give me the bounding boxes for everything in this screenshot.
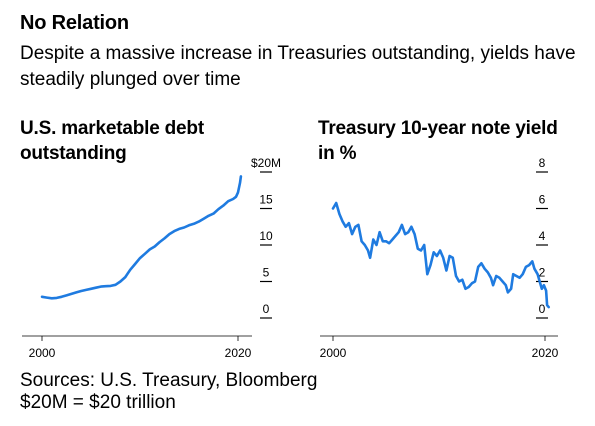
y-tick-label: 6 bbox=[539, 193, 546, 207]
chart-treasury-yield: 0 2 4 6 8 2000 2020 bbox=[320, 156, 559, 360]
x-tick-label: 2020 bbox=[532, 346, 559, 360]
y-tick-label: 0 bbox=[263, 302, 270, 316]
y-tick-label: $20M bbox=[251, 156, 281, 170]
x-tick-label: 2000 bbox=[29, 346, 56, 360]
series-line bbox=[331, 201, 550, 309]
y-tick-label: 10 bbox=[259, 229, 273, 243]
series-line bbox=[40, 175, 243, 300]
y-tick-label: 5 bbox=[263, 266, 270, 280]
y-tick-label: 8 bbox=[539, 156, 546, 170]
chart-debt-outstanding: 0 5 10 15 $20M 2000 2020 bbox=[22, 156, 281, 360]
headline: No Relation bbox=[20, 12, 129, 34]
footer: Sources: U.S. Treasury, Bloomberg $20M =… bbox=[20, 370, 317, 414]
unit-note: $20M = $20 trillion bbox=[20, 392, 176, 413]
x-tick-label: 2000 bbox=[320, 346, 347, 360]
y-tick-label: 15 bbox=[259, 193, 273, 207]
chart-title-yield: Treasury 10-year note yield in % bbox=[318, 118, 558, 164]
x-tick-label: 2020 bbox=[225, 346, 252, 360]
sources-note: Sources: U.S. Treasury, Bloomberg bbox=[20, 370, 318, 391]
y-tick-label: 2 bbox=[539, 266, 546, 280]
y-tick-label: 4 bbox=[539, 229, 546, 243]
y-tick-label: 0 bbox=[539, 302, 546, 316]
chart-title-debt: U.S. marketable debt outstanding bbox=[20, 118, 204, 164]
subhead: Despite a massive increase in Treasuries… bbox=[20, 43, 576, 90]
